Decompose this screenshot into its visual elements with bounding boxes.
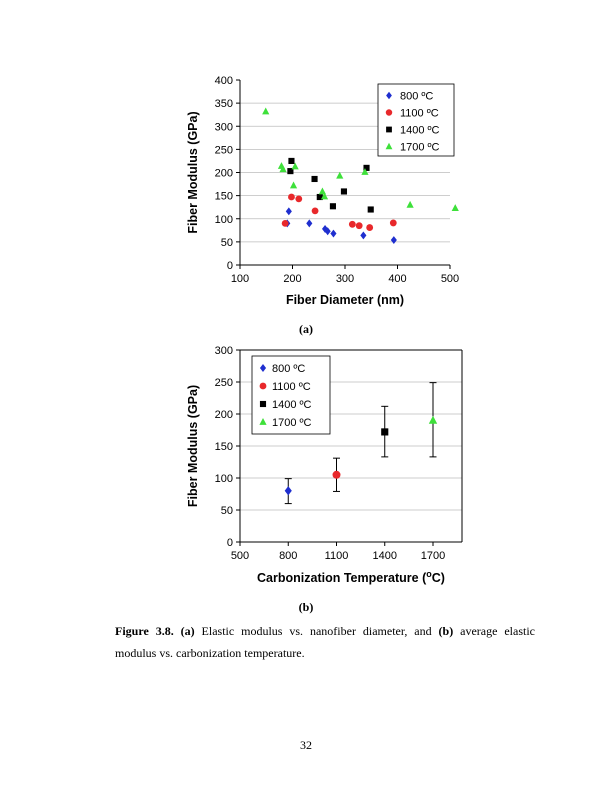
x-tick-label: 100 — [231, 273, 249, 285]
legend-label: 1100 ºC — [400, 108, 439, 120]
data-point — [389, 219, 397, 227]
y-tick-label: 250 — [215, 144, 233, 156]
data-point — [336, 171, 344, 179]
y-tick-label: 350 — [215, 98, 233, 110]
y-tick-label: 250 — [215, 377, 233, 389]
x-axis-title-text: Carbonization Temperature ( — [257, 571, 427, 585]
figure-caption: Figure 3.8. (a) Elastic modulus vs. nano… — [115, 620, 535, 664]
y-tick-label: 0 — [227, 260, 233, 272]
legend-label: 1400 ºC — [400, 125, 440, 137]
caption-text-b: average elastic modulus vs. carbonizatio… — [115, 624, 535, 660]
y-tick-label: 200 — [215, 409, 233, 421]
data-point — [451, 204, 459, 211]
carbonization-temperature-chart: 0 50 100 150 200 250 300 500 800 1100 1400 1700 800 … — [186, 345, 463, 585]
y-tick-label: 400 — [215, 75, 233, 87]
legend-marker — [386, 91, 392, 100]
caption-text-a: Elastic modulus vs. nanofiber diameter, … — [194, 624, 439, 638]
y-tick-label: 300 — [215, 121, 233, 133]
data-point — [406, 200, 414, 208]
legend-label: 800 ºC — [400, 91, 433, 103]
data-point — [291, 162, 299, 170]
data-point — [367, 206, 374, 213]
data-point — [306, 219, 313, 228]
legend-marker — [385, 109, 393, 116]
legend-label: 800 ºC — [272, 363, 305, 375]
y-tick-label: 100 — [215, 473, 233, 485]
page-number: 32 — [300, 738, 312, 752]
data-point — [285, 207, 292, 216]
data-point — [320, 192, 329, 200]
x-tick-label: 300 — [336, 273, 354, 285]
x-tick-label: 1100 — [325, 550, 349, 562]
x-tick-label: 1700 — [421, 550, 445, 562]
data-point — [311, 175, 318, 183]
data-point — [330, 229, 337, 238]
data-point — [289, 181, 298, 189]
caption-bold-b: (b) — [438, 624, 454, 638]
legend-marker — [259, 382, 267, 390]
data-point — [348, 220, 356, 228]
x-axis-title-unit: C) — [432, 571, 445, 585]
data-point — [428, 415, 438, 424]
data-point — [316, 193, 323, 201]
data-point — [324, 227, 331, 236]
data-point — [363, 164, 370, 171]
figure-number: Figure 3.8. — [115, 624, 174, 638]
data-point — [361, 168, 369, 175]
legend-label: 1700 ºC — [400, 142, 440, 154]
legend-marker — [259, 418, 267, 425]
y-tick-label: 150 — [215, 191, 233, 203]
data-point — [381, 428, 389, 436]
y-axis-title: Fiber Modulus (GPa) — [186, 385, 200, 507]
x-axis-title: Fiber Diameter (nm) — [286, 293, 404, 307]
y-tick-label: 150 — [215, 441, 233, 453]
data-point — [355, 222, 363, 230]
data-point — [329, 203, 336, 210]
x-tick-label: 800 — [279, 550, 297, 562]
data-point — [311, 207, 319, 215]
x-tick-label: 1400 — [373, 550, 397, 562]
y-axis-title: Fiber Modulus (GPa) — [186, 111, 200, 233]
data-point — [287, 168, 294, 175]
caption-bold-a: (a) — [180, 624, 195, 638]
data-point — [281, 219, 289, 227]
subfigure-label-b: (b) — [298, 600, 314, 614]
x-tick-label: 500 — [441, 273, 459, 285]
x-axis-title-superscript: o — [426, 569, 432, 579]
data-point — [332, 470, 341, 479]
y-tick-label: 0 — [227, 537, 233, 549]
legend-marker — [259, 364, 267, 372]
data-point — [279, 165, 287, 173]
y-tick-label: 200 — [215, 168, 233, 180]
legend-label: 1100 ºC — [272, 381, 311, 393]
x-tick-label: 200 — [283, 273, 301, 285]
y-tick-label: 300 — [215, 345, 233, 357]
y-tick-label: 100 — [215, 214, 233, 226]
x-axis-title: Carbonization Temperature (oC) — [257, 569, 445, 585]
data-point — [288, 193, 295, 201]
legend-marker — [385, 142, 393, 150]
data-point — [390, 236, 397, 244]
x-tick-label: 400 — [388, 273, 406, 285]
data-point — [340, 188, 348, 195]
legend-marker — [386, 126, 392, 133]
data-point — [366, 224, 374, 231]
legend-marker — [259, 400, 267, 408]
subfigure-label-a: (a) — [299, 322, 313, 336]
fiber-diameter-chart: 0 50 100 150 200 250 300 350 400 100 200 300 400 500 8… — [186, 75, 459, 307]
legend-label: 1400 ºC — [272, 399, 312, 411]
data-point — [295, 195, 303, 203]
y-tick-label: 50 — [221, 505, 233, 517]
y-tick-label: 50 — [221, 237, 233, 249]
x-tick-label: 500 — [231, 550, 249, 562]
data-point — [262, 107, 270, 115]
data-point — [360, 231, 367, 240]
data-point — [288, 157, 295, 164]
data-point — [284, 486, 292, 496]
data-point — [318, 187, 327, 195]
legend-label: 1700 ºC — [272, 417, 312, 429]
